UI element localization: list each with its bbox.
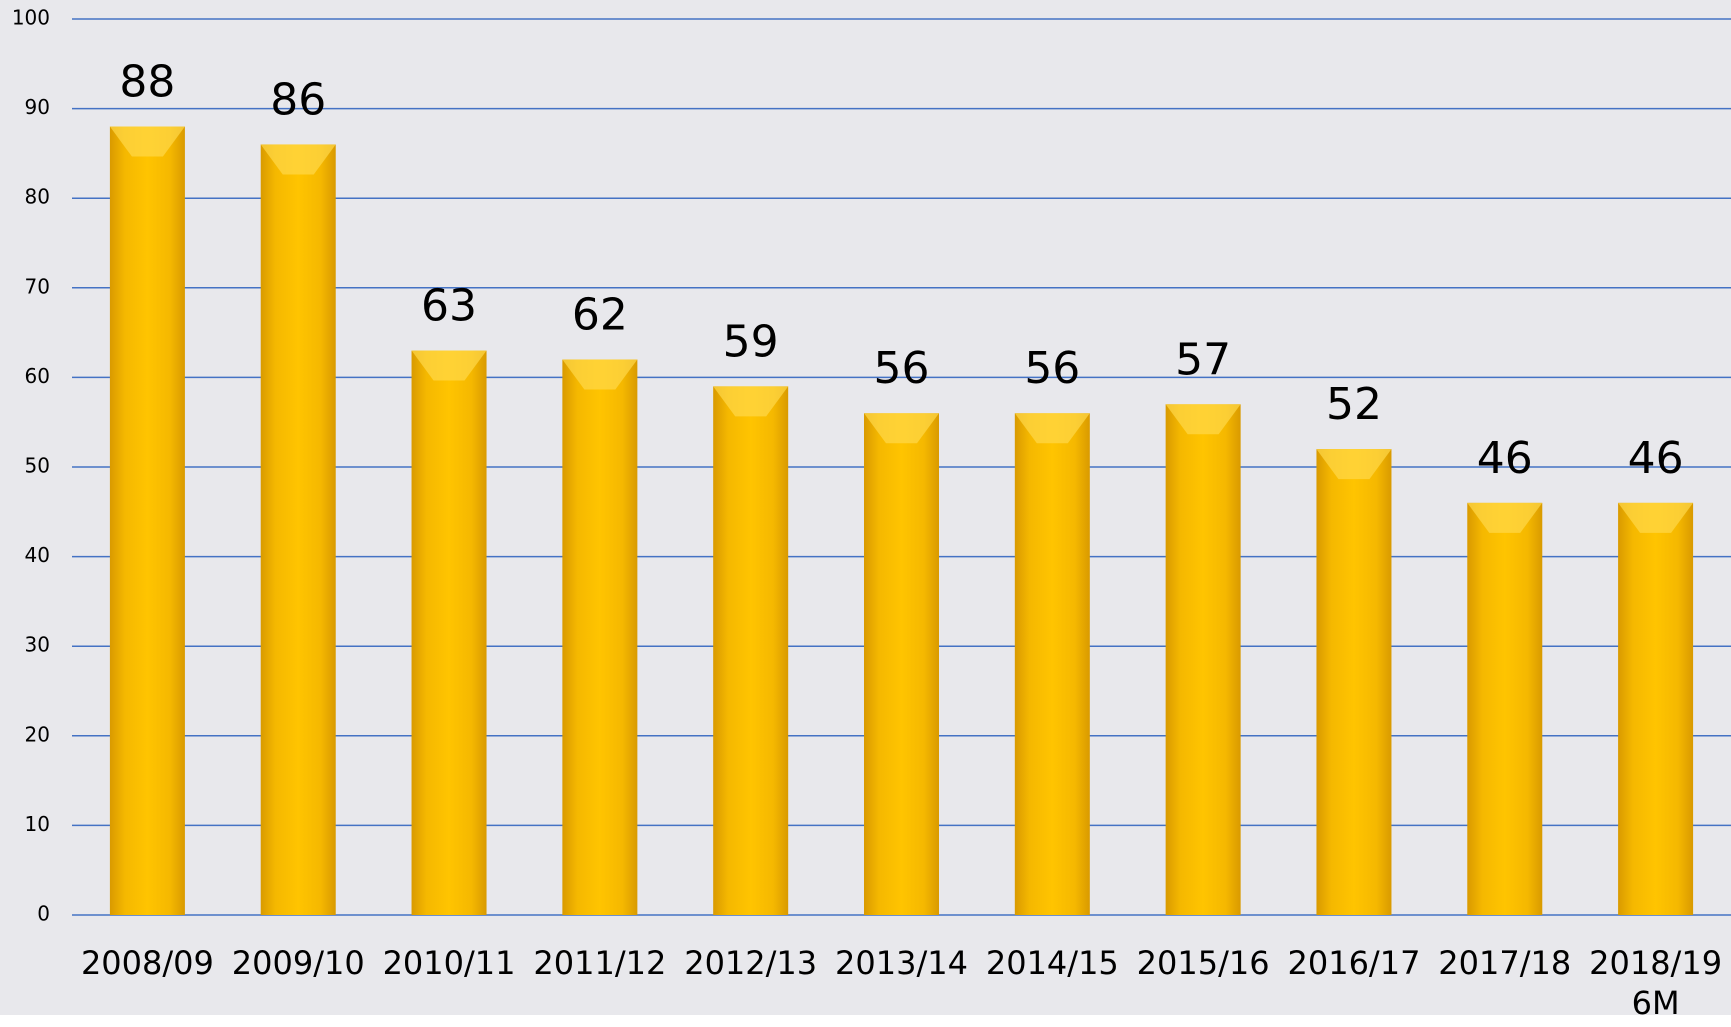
- bar-bevel: [1618, 502, 1694, 533]
- bar: [109, 126, 185, 915]
- bar-bevel: [1316, 449, 1392, 480]
- x-tick-label: 2012/13: [684, 944, 818, 982]
- bar: [1014, 413, 1090, 915]
- bar-bevel: [1467, 502, 1543, 533]
- value-label: 62: [572, 289, 628, 340]
- bar: [713, 386, 789, 915]
- value-label: 63: [421, 281, 477, 332]
- y-tick-label: 100: [12, 6, 50, 30]
- value-label: 52: [1326, 379, 1382, 430]
- y-tick-label: 90: [25, 95, 50, 119]
- y-tick-label: 40: [25, 543, 50, 567]
- value-label: 56: [1024, 343, 1080, 394]
- y-tick-label: 30: [25, 633, 50, 657]
- x-tick-label: 2017/18: [1438, 944, 1572, 982]
- y-tick-label: 80: [25, 185, 50, 209]
- x-tick-label: 2016/17: [1287, 944, 1421, 982]
- value-label: 46: [1628, 433, 1684, 484]
- bar-bevel: [411, 350, 487, 381]
- bar-bevel: [864, 413, 939, 444]
- x-tick-label: 2018/19 6M: [1589, 944, 1723, 1022]
- x-tick-label: 2008/09: [80, 944, 214, 982]
- bar-bevel: [562, 359, 638, 390]
- bar-bevel: [260, 144, 336, 175]
- bar: [864, 413, 939, 915]
- bar: [562, 359, 638, 916]
- value-label: 56: [874, 343, 930, 394]
- y-tick-label: 50: [25, 454, 50, 478]
- x-tick-label: 2011/12: [533, 944, 667, 982]
- bar: [1316, 449, 1392, 915]
- y-tick-label: 10: [25, 812, 50, 836]
- value-label: 46: [1477, 433, 1533, 484]
- value-label: 59: [723, 316, 779, 367]
- x-tick-label: 2013/14: [835, 944, 968, 982]
- x-tick-label: 2015/16: [1136, 944, 1270, 982]
- bar-bevel: [109, 126, 185, 157]
- bar-bevel: [713, 386, 789, 417]
- y-tick-label: 20: [25, 722, 50, 746]
- value-label: 88: [119, 57, 175, 108]
- bar: [1467, 502, 1543, 915]
- y-tick-label: 70: [25, 274, 50, 298]
- bar: [260, 144, 336, 915]
- bar: [1165, 404, 1241, 915]
- bar: [411, 350, 487, 915]
- x-tick-label: 2010/11: [382, 944, 516, 982]
- y-tick-label: 0: [37, 902, 50, 926]
- x-tick-label: 2009/10: [231, 944, 365, 982]
- bar: [1618, 502, 1694, 915]
- bar-bevel: [1165, 404, 1241, 435]
- x-tick-label: 2014/15: [985, 944, 1119, 982]
- value-label: 57: [1175, 334, 1231, 385]
- bar-bevel: [1014, 413, 1090, 444]
- value-label: 86: [270, 74, 326, 125]
- y-tick-label: 60: [25, 364, 50, 388]
